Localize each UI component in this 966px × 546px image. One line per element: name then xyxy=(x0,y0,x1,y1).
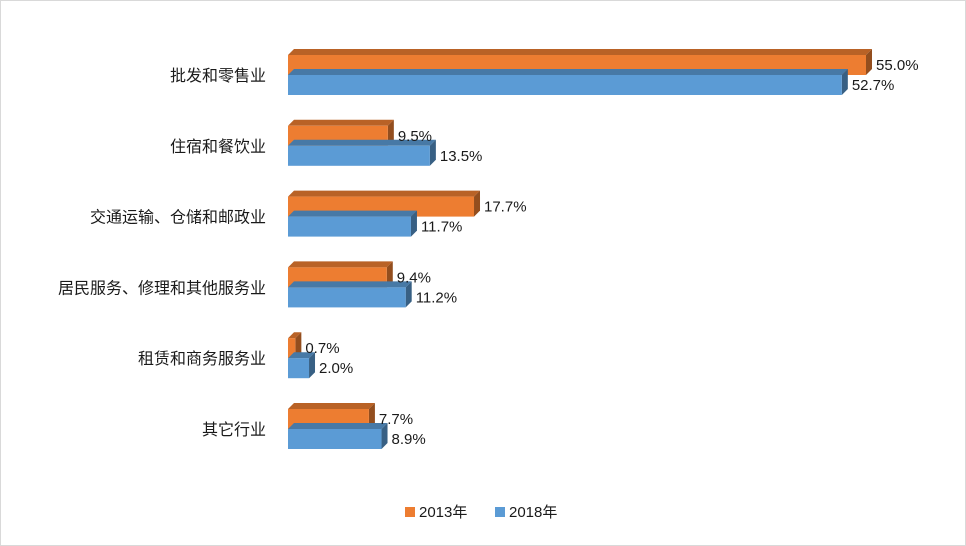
value-label: 55.0% xyxy=(876,57,919,74)
bar-side-face xyxy=(309,352,316,379)
bar-top-face xyxy=(288,403,375,409)
value-label: 52.7% xyxy=(852,77,895,94)
legend-label: 2013年 xyxy=(419,504,467,521)
bar-side-face xyxy=(387,119,394,146)
bar-top-face xyxy=(288,139,436,146)
bar-side-face xyxy=(386,261,393,288)
value-label: 13.5% xyxy=(440,148,483,165)
value-label: 11.7% xyxy=(421,219,462,236)
bar-front-face xyxy=(288,358,310,379)
bar-top-face xyxy=(288,332,302,339)
bar-top-face xyxy=(288,352,316,359)
bar-top-face xyxy=(288,49,872,55)
bar-side-face xyxy=(841,69,848,95)
bar-top-face xyxy=(288,281,412,288)
legend-item-2018: 2018年 xyxy=(495,504,557,521)
bar-2018 xyxy=(288,69,848,95)
category-labels: 批发和零售业住宿和餐饮业交通运输、仓储和邮政业居民服务、修理和其他服务业租赁和商… xyxy=(58,66,266,439)
value-label: 0.7% xyxy=(305,340,339,357)
category-label: 居民服务、修理和其他服务业 xyxy=(58,278,266,297)
bar-side-face xyxy=(295,332,302,359)
bar-2013 xyxy=(288,332,302,359)
bar-side-face xyxy=(381,423,388,449)
value-label: 2.0% xyxy=(319,360,353,377)
bar-side-face xyxy=(368,403,375,429)
bar-side-face xyxy=(429,139,436,166)
value-label: 11.2% xyxy=(416,289,457,306)
bar-side-face xyxy=(474,190,481,217)
bar-top-face xyxy=(288,210,417,217)
value-label: 17.7% xyxy=(484,199,527,216)
value-label: 7.7% xyxy=(379,411,413,428)
category-label: 其它行业 xyxy=(202,420,266,439)
legend-item-2013: 2013年 xyxy=(405,504,467,521)
bar-2018 xyxy=(288,281,412,308)
bar-side-face xyxy=(405,281,412,308)
bar-top-face xyxy=(288,261,393,268)
value-label: 8.9% xyxy=(392,431,426,448)
category-label: 交通运输、仓储和邮政业 xyxy=(90,208,266,227)
value-label: 9.4% xyxy=(397,269,431,286)
bar-front-face xyxy=(288,75,842,95)
bar-2018 xyxy=(288,352,316,379)
bar-top-face xyxy=(288,119,394,126)
legend-label: 2018年 xyxy=(509,504,557,521)
legend: 2013年 2018年 xyxy=(405,504,557,521)
bar-side-face xyxy=(410,210,417,237)
bar-front-face xyxy=(288,338,296,359)
bar-front-face xyxy=(288,429,382,449)
bar-top-face xyxy=(288,190,481,197)
bars xyxy=(288,49,872,449)
category-label: 住宿和餐饮业 xyxy=(170,137,266,156)
bar-front-face xyxy=(288,145,430,166)
category-label: 租赁和商务服务业 xyxy=(138,349,266,368)
bar-2018 xyxy=(288,423,388,449)
legend-swatch xyxy=(495,507,505,517)
value-label: 9.5% xyxy=(398,128,432,145)
legend-swatch xyxy=(405,507,415,517)
bar-2018 xyxy=(288,210,417,237)
value-labels: 55.0% 52.7% 9.5% 13.5% 17.7% 11.7% 9.4% 11.2% 0.… xyxy=(305,57,918,448)
category-label: 批发和零售业 xyxy=(170,66,266,85)
bar-2018 xyxy=(288,139,436,166)
bar-top-face xyxy=(288,423,388,429)
bar-side-face xyxy=(866,49,872,75)
bar-front-face xyxy=(288,287,406,308)
bar-top-face xyxy=(288,69,848,75)
bar-front-face xyxy=(288,216,411,237)
